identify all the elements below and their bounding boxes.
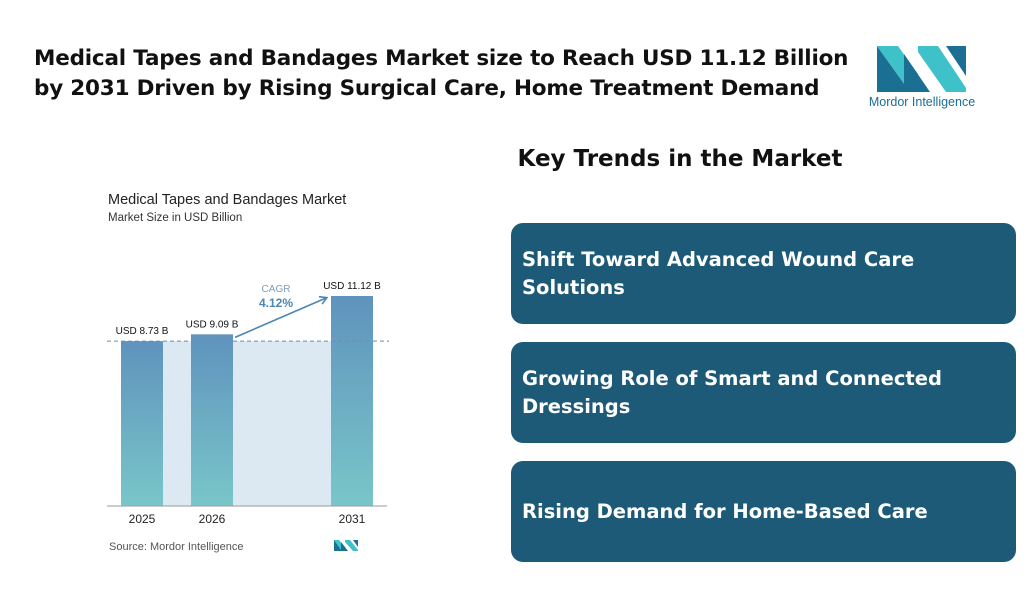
data-label-2031: USD 11.12 B: [323, 281, 381, 292]
x-tick-label: 2031: [339, 512, 366, 526]
cagr-label: CAGR: [262, 284, 291, 295]
trend-card-advanced-wound-care: Shift Toward Advanced Wound Care Solutio…: [511, 223, 1016, 324]
bar-2031: [331, 296, 373, 506]
trend-card-home-based-care: Rising Demand for Home-Based Care: [511, 461, 1016, 562]
data-label-2025: USD 8.73 B: [116, 326, 169, 337]
bar-2026: [191, 334, 233, 506]
chart-title: Medical Tapes and Bandages Market: [108, 192, 347, 208]
headline: Medical Tapes and Bandages Market size t…: [34, 46, 849, 101]
trend-card-smart-dressings: Growing Role of Smart and Connected Dres…: [511, 342, 1016, 443]
key-trends-heading: Key Trends in the Market: [517, 146, 843, 172]
chart-subtitle: Market Size in USD Billion: [108, 212, 243, 224]
trend-label: Shift Toward Advanced Wound Care Solutio…: [522, 247, 915, 299]
mordor-logo-icon: [877, 46, 966, 92]
cagr-arrow: [234, 295, 329, 339]
mini-logo-icon: [334, 540, 358, 551]
chart-plot-area: USD 8.73 B 2025 USD 9.09 B 2026 USD 11.12 B 2…: [107, 281, 389, 526]
x-tick-label: 2026: [199, 512, 226, 526]
trend-label: Rising Demand for Home-Based Care: [522, 499, 928, 523]
bar-2025: [121, 341, 163, 506]
market-size-chart: Medical Tapes and Bandages Market Market…: [100, 186, 400, 566]
data-label-2026: USD 9.09 B: [186, 319, 239, 330]
cagr-value: 4.12%: [259, 296, 293, 310]
logo-text: Mordor Intelligence: [868, 95, 976, 109]
mordor-intelligence-logo: Mordor Intelligence: [866, 42, 978, 112]
x-tick-label: 2025: [129, 512, 156, 526]
trend-label: Growing Role of Smart and Connected Dres…: [522, 366, 942, 418]
chart-source: Source: Mordor Intelligence: [109, 541, 244, 553]
